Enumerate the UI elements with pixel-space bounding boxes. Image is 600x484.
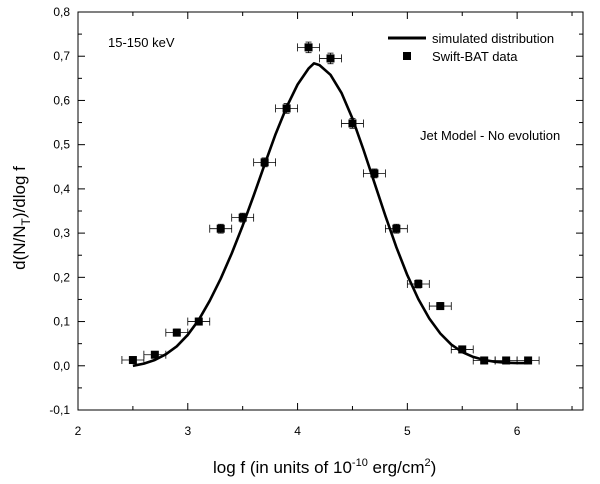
model-label: Jet Model - No evolution — [420, 128, 560, 143]
data-point — [524, 356, 533, 365]
axis-ticks — [77, 11, 583, 411]
data-point — [502, 356, 511, 365]
y-tick-label: 0,7 — [53, 49, 70, 63]
data-point — [392, 224, 401, 233]
y-tick-label: 0,8 — [53, 5, 70, 19]
y-tick-label: 0,5 — [53, 138, 70, 152]
energy-band-label: 15-150 keV — [108, 35, 175, 50]
data-point — [150, 350, 159, 359]
y-tick-label: -0,1 — [49, 403, 70, 417]
data-point — [172, 328, 181, 337]
y-tick-label: 0,0 — [53, 359, 70, 373]
data-point — [194, 317, 203, 326]
data-point — [260, 158, 269, 167]
swift-bat-data-points-layer — [121, 41, 540, 365]
legend-marker-swatch — [403, 52, 411, 60]
y-axis-title: d(N/NT)/dlog f — [10, 166, 33, 270]
y-tick-label: 0,1 — [53, 315, 70, 329]
y-tick-label: 0,3 — [53, 226, 70, 240]
y-tick-label: 0,4 — [53, 182, 70, 196]
data-point — [304, 43, 313, 52]
data-point — [458, 345, 467, 354]
x-tick-label: 4 — [294, 424, 301, 438]
x-tick-label: 2 — [75, 424, 82, 438]
data-point — [238, 213, 247, 222]
x-tick-label: 3 — [184, 424, 191, 438]
data-point — [480, 356, 489, 365]
data-point — [128, 356, 137, 365]
data-point — [216, 224, 225, 233]
y-tick-label: 0,2 — [53, 270, 70, 284]
legend-label-simulated: simulated distribution — [432, 31, 554, 46]
legend: simulated distribution Swift-BAT data — [388, 31, 554, 64]
data-point — [326, 54, 335, 63]
legend-label-data: Swift-BAT data — [432, 49, 518, 64]
data-point — [436, 302, 445, 311]
x-axis-title: log f (in units of 10-10 erg/cm2) — [213, 457, 436, 477]
data-point — [282, 104, 291, 113]
tick-labels: 2 3 4 5 6 -0,1 0,0 0,1 0,2 0,3 0,4 0,5 0,6 0,7 0,8 — [49, 5, 520, 438]
x-tick-label: 6 — [514, 424, 521, 438]
data-point — [370, 169, 379, 178]
x-tick-label: 5 — [404, 424, 411, 438]
y-tick-label: 0,6 — [53, 93, 70, 107]
data-point — [414, 279, 423, 288]
data-point — [348, 119, 357, 128]
